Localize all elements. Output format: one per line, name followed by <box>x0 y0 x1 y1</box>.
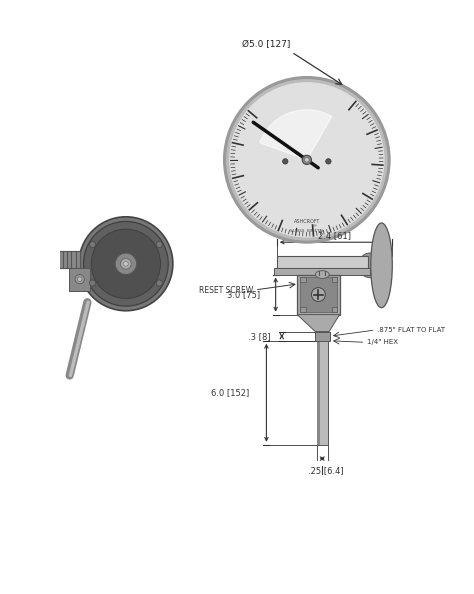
Bar <box>301 277 306 282</box>
Text: SI-WSS  BIMETAL: SI-WSS BIMETAL <box>290 229 324 233</box>
Circle shape <box>79 217 173 311</box>
Circle shape <box>224 77 390 243</box>
Text: RESET SCREW: RESET SCREW <box>199 286 253 295</box>
Bar <box>297 274 339 315</box>
Bar <box>317 341 319 445</box>
Ellipse shape <box>358 253 382 277</box>
Wedge shape <box>260 110 332 160</box>
Text: ®: ® <box>312 225 317 229</box>
Circle shape <box>115 253 137 274</box>
Text: 2.4 [61]: 2.4 [61] <box>318 232 351 241</box>
Text: .875" FLAT TO FLAT: .875" FLAT TO FLAT <box>377 327 445 333</box>
Circle shape <box>77 277 82 282</box>
Bar <box>317 341 328 445</box>
Circle shape <box>283 159 288 164</box>
Bar <box>277 256 368 268</box>
Circle shape <box>91 229 161 298</box>
Text: 6.0 [152]: 6.0 [152] <box>211 388 249 397</box>
Polygon shape <box>297 315 339 331</box>
Bar <box>69 268 91 290</box>
Circle shape <box>90 280 96 286</box>
Text: ASHCROFT: ASHCROFT <box>294 219 320 224</box>
Circle shape <box>156 280 162 286</box>
Ellipse shape <box>371 223 392 308</box>
Text: .3 [8]: .3 [8] <box>248 331 271 341</box>
Bar <box>50 251 80 268</box>
Circle shape <box>311 287 325 302</box>
Bar <box>332 307 337 312</box>
Text: Ø5.0 [127]: Ø5.0 [127] <box>242 40 290 49</box>
Text: 3.0 [75]: 3.0 [75] <box>227 290 260 299</box>
Bar <box>301 307 306 312</box>
Circle shape <box>120 258 131 269</box>
Circle shape <box>304 157 309 162</box>
Text: .25 [6.4]: .25 [6.4] <box>308 466 343 475</box>
Bar <box>315 331 330 341</box>
Circle shape <box>326 159 331 164</box>
Circle shape <box>230 83 384 237</box>
Text: 1/4" HEX: 1/4" HEX <box>367 339 398 345</box>
Circle shape <box>90 241 96 248</box>
Circle shape <box>302 155 311 165</box>
Bar <box>274 268 370 274</box>
Circle shape <box>83 222 168 306</box>
Circle shape <box>124 261 128 266</box>
Bar <box>332 277 337 282</box>
Circle shape <box>227 80 387 240</box>
Ellipse shape <box>315 271 329 279</box>
Bar <box>300 277 337 312</box>
Circle shape <box>75 274 84 284</box>
Circle shape <box>156 241 162 248</box>
